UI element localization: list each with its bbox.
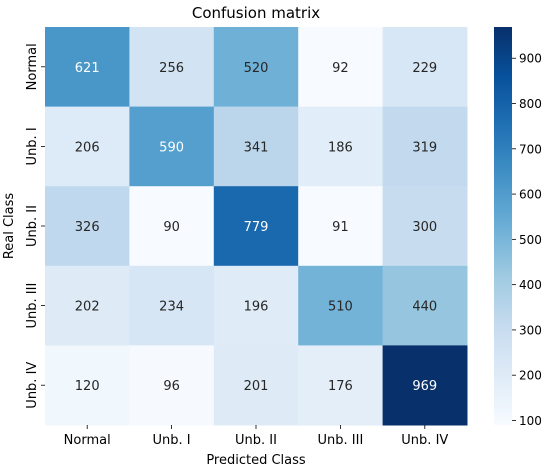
heatmap-cell (45, 265, 130, 346)
cell-value-label: 256 (159, 61, 184, 76)
heatmap-cell (129, 27, 215, 108)
heatmap-cell (129, 186, 215, 267)
colorbar (494, 27, 512, 425)
heatmap-cell (45, 27, 130, 108)
heatmap-cell-labels: 621 256 520 92 229 206 590 341 186 319 326 90 779 91 3… (75, 61, 437, 394)
cell-value-label: 510 (328, 300, 353, 315)
heatmap-cell (382, 106, 468, 187)
cell-value-label: 319 (412, 140, 437, 155)
cell-value-label: 96 (163, 379, 180, 394)
cell-value-label: 196 (244, 300, 269, 315)
cell-value-label: 326 (75, 220, 100, 235)
heatmap-cell (213, 106, 299, 187)
colorbar-tick-label: 100 (519, 414, 542, 428)
cell-value-label: 440 (412, 300, 437, 315)
cell-value-label: 779 (244, 220, 269, 235)
chart-title: Confusion matrix (192, 4, 320, 22)
cell-value-label: 341 (244, 140, 269, 155)
heatmap-cell (382, 265, 468, 346)
heatmap-cells (45, 27, 468, 426)
x-axis-label: Predicted Class (206, 453, 306, 468)
cell-value-label: 92 (332, 61, 349, 76)
colorbar-tick-label: 300 (519, 323, 542, 337)
cell-value-label: 621 (75, 61, 100, 76)
cell-value-label: 234 (159, 300, 184, 315)
x-tick-label: Normal (64, 433, 111, 448)
x-tick-label: Unb. I (153, 433, 191, 448)
heatmap-cell (382, 345, 468, 426)
colorbar-tick-label: 500 (519, 233, 542, 247)
y-axis-label: Real Class (2, 193, 17, 260)
heatmap-cell (298, 106, 384, 187)
y-tick-label: Unb. I (25, 127, 40, 165)
colorbar-tick-label: 900 (519, 52, 542, 66)
cell-value-label: 91 (332, 220, 349, 235)
y-axis-ticks: Normal Unb. I Unb. II Unb. III Unb. IV (25, 43, 45, 409)
heatmap-cell (382, 27, 468, 108)
heatmap-cell (45, 345, 130, 426)
heatmap-cell (298, 27, 384, 108)
x-tick-label: Unb. III (318, 433, 364, 448)
x-tick-label: Unb. II (235, 433, 277, 448)
cell-value-label: 186 (328, 140, 353, 155)
cell-value-label: 90 (163, 220, 180, 235)
heatmap-cell (213, 345, 299, 426)
y-tick-label: Unb. IV (25, 362, 40, 409)
y-tick-label: Unb. II (25, 205, 40, 247)
heatmap-cell (129, 265, 215, 346)
heatmap-cell (45, 186, 130, 267)
cell-value-label: 202 (75, 300, 100, 315)
heatmap-cell (382, 186, 468, 267)
cell-value-label: 969 (412, 379, 437, 394)
cell-value-label: 206 (75, 140, 100, 155)
heatmap-cell (129, 345, 215, 426)
heatmap-cell (298, 345, 384, 426)
colorbar-ticks: 100 200 300 400 500 600 700 800 900 (512, 52, 542, 428)
y-tick-label: Normal (25, 43, 40, 90)
cell-value-label: 176 (328, 379, 353, 394)
heatmap-cell (213, 265, 299, 346)
heatmap-cell (45, 106, 130, 187)
heatmap-cell (298, 186, 384, 267)
cell-value-label: 201 (244, 379, 269, 394)
cell-value-label: 300 (412, 220, 437, 235)
cell-value-label: 520 (244, 61, 269, 76)
colorbar-tick-label: 600 (519, 188, 542, 202)
heatmap-cell (213, 27, 299, 108)
y-tick-label: Unb. III (25, 283, 40, 329)
colorbar-tick-label: 700 (519, 142, 542, 156)
cell-value-label: 590 (159, 140, 184, 155)
heatmap-cell (129, 106, 215, 187)
colorbar-tick-label: 800 (519, 97, 542, 111)
heatmap-cell (298, 265, 384, 346)
x-tick-label: Unb. IV (401, 433, 448, 448)
heatmap-cell (213, 186, 299, 267)
cell-value-label: 120 (75, 379, 100, 394)
cell-value-label: 229 (412, 61, 437, 76)
colorbar-tick-label: 400 (519, 278, 542, 292)
x-axis-ticks: Normal Unb. I Unb. II Unb. III Unb. IV (64, 425, 448, 448)
colorbar-tick-label: 200 (519, 369, 542, 383)
